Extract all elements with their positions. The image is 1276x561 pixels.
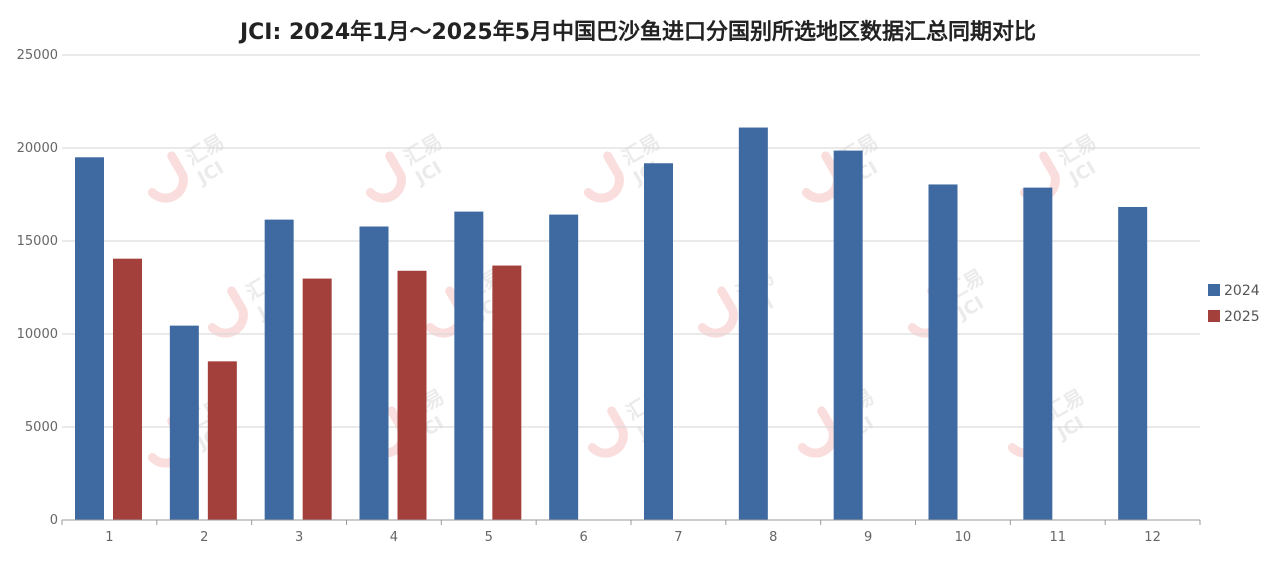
x-tick-label: 3 — [295, 530, 303, 545]
x-tick-label: 8 — [769, 530, 777, 545]
legend-label-2025: 2025 — [1224, 309, 1260, 325]
legend-label-2024: 2024 — [1224, 283, 1260, 299]
bar-2024-11 — [1023, 187, 1053, 521]
bar-2024-2 — [169, 325, 199, 520]
bar-2024-8 — [738, 127, 768, 520]
y-axis-ticks: 0 5000 10000 15000 20000 25000 — [17, 48, 58, 528]
y-tick-label: 10000 — [17, 327, 58, 342]
x-tick-label: 10 — [955, 530, 972, 545]
bar-2025-4 — [397, 270, 427, 520]
bar-2024-5 — [454, 211, 484, 520]
y-tick-label: 15000 — [17, 234, 58, 249]
x-axis-ticks: 1 2 3 4 5 6 7 8 9 10 11 12 — [105, 530, 1161, 545]
x-tick-label: 1 — [105, 530, 113, 545]
y-tick-label: 0 — [50, 513, 58, 528]
bar-2024-4 — [359, 226, 389, 520]
x-tick-label: 6 — [579, 530, 587, 545]
bar-2025-3 — [302, 278, 332, 520]
x-tick-label: 11 — [1049, 530, 1066, 545]
chart-title: JCI: 2024年1月～2025年5月中国巴沙鱼进口分国别所选地区数据汇总同期… — [239, 20, 1037, 45]
bar-2025-2 — [207, 361, 237, 520]
bar-2024-9 — [833, 150, 863, 520]
x-tick-label: 2 — [200, 530, 208, 545]
x-tick-label: 9 — [864, 530, 872, 545]
legend-swatch-2025 — [1208, 310, 1220, 322]
y-tick-label: 25000 — [17, 48, 58, 63]
bar-2024-6 — [549, 214, 579, 520]
bars — [75, 127, 1148, 521]
y-tick-label: 5000 — [25, 420, 58, 435]
x-tick-label: 5 — [485, 530, 493, 545]
x-tick-label: 12 — [1144, 530, 1161, 545]
bar-2024-1 — [75, 157, 104, 521]
bar-2025-1 — [113, 258, 142, 520]
x-tick-label: 4 — [390, 530, 398, 545]
bar-2024-7 — [644, 163, 673, 520]
x-tick-label: 7 — [674, 530, 682, 545]
bar-2025-5 — [492, 265, 522, 520]
bar-2024-10 — [928, 184, 958, 520]
bar-2024-3 — [264, 219, 294, 521]
bar-2024-12 — [1118, 206, 1148, 520]
x-axis — [61, 519, 1201, 525]
legend-swatch-2024 — [1208, 284, 1220, 296]
y-tick-label: 20000 — [17, 141, 58, 156]
legend: 2024 2025 — [1208, 283, 1260, 325]
